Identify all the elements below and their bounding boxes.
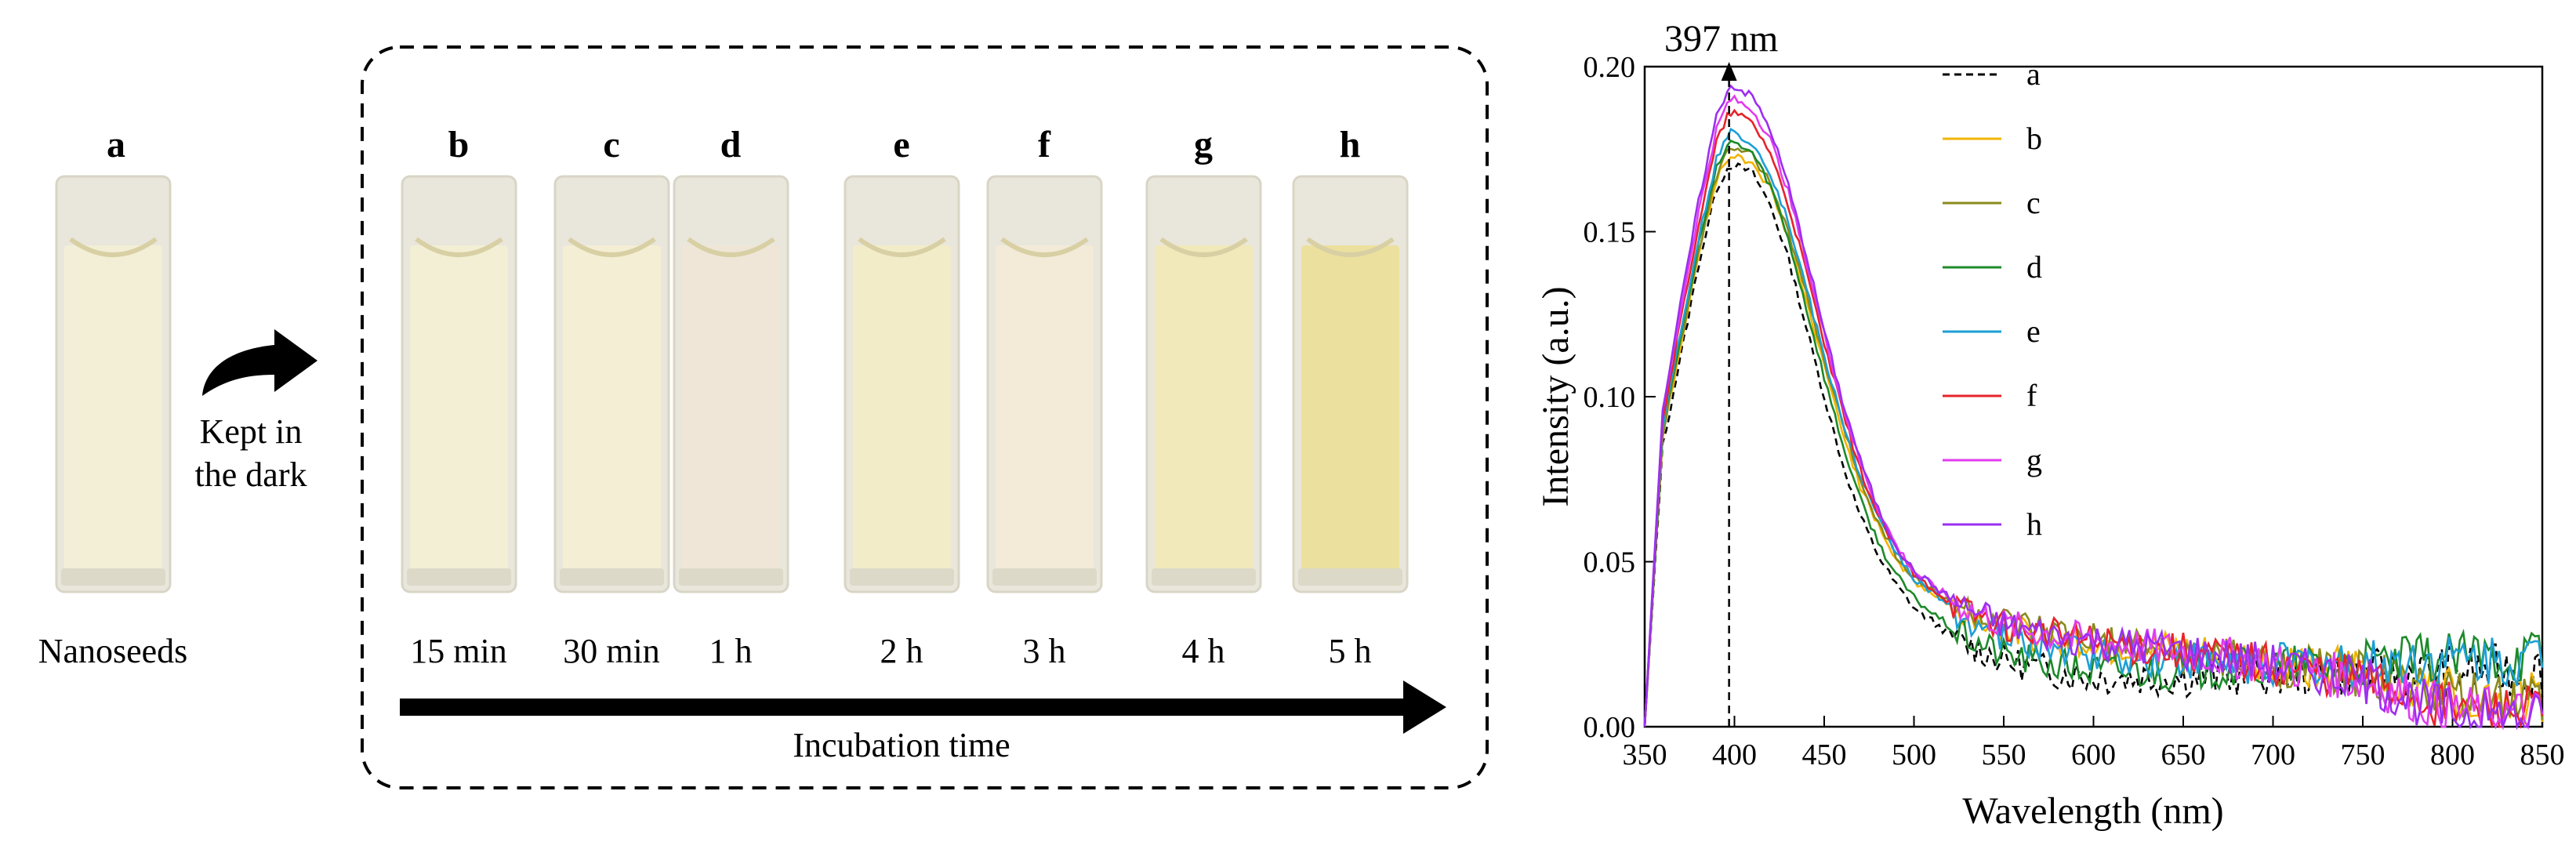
incubation-frame [361, 45, 1489, 789]
series-line-f [1643, 108, 2544, 730]
sample-time: 2 h [880, 632, 923, 670]
x-tick-label: 550 [1982, 738, 2026, 771]
peak-label: 397 nm [1664, 18, 1778, 60]
cuvette [553, 175, 670, 593]
sample-time: 5 h [1329, 632, 1372, 670]
y-tick-label: 0.20 [1584, 51, 1636, 84]
x-tick-label: 350 [1623, 738, 1667, 771]
kept-in-dark-arrow: Kept in the dark [195, 329, 317, 494]
y-axis-label: Intensity (a.u.) [1535, 286, 1576, 506]
legend-label: b [2026, 121, 2042, 156]
legend-label: g [2026, 442, 2042, 477]
sample-f: f 3 h [986, 124, 1103, 670]
sample-letter: c [603, 124, 619, 165]
cuvette [1145, 175, 1262, 593]
sample-g: g 4 h [1145, 124, 1262, 670]
sample-time: 15 min [410, 632, 506, 670]
legend-label: d [2026, 249, 2042, 285]
peak-arrow-icon [1721, 62, 1737, 81]
incubation-label: Incubation time [793, 726, 1010, 764]
sample-c: c 30 min [553, 124, 670, 670]
x-tick-label: 800 [2430, 738, 2475, 771]
legend-label: c [2026, 185, 2041, 220]
legend-label: f [2026, 378, 2037, 413]
seed-group: a Nanoseeds [38, 124, 188, 670]
seed-letter: a [107, 124, 125, 165]
cuvette [401, 175, 517, 593]
x-tick-label: 750 [2341, 738, 2386, 771]
sample-time: 30 min [563, 632, 659, 670]
seed-cuvette [55, 175, 172, 593]
sample-letter: d [720, 124, 742, 165]
sample-letter: e [893, 124, 909, 165]
incubation-arrow-head [1403, 680, 1446, 734]
sample-b: b 15 min [401, 124, 517, 670]
arrow-label-line1: Kept in [200, 412, 303, 451]
y-tick-label: 0.10 [1584, 381, 1636, 414]
sample-letter: f [1038, 124, 1051, 165]
seed-label: Nanoseeds [38, 632, 188, 670]
legend-label: a [2026, 56, 2041, 92]
series-line-g [1643, 94, 2544, 731]
x-tick-label: 400 [1712, 738, 1757, 771]
series-line-h [1643, 84, 2544, 731]
series-lines [1643, 84, 2544, 731]
curved-arrow-icon [202, 329, 317, 396]
x-tick-label: 700 [2251, 738, 2295, 771]
arrow-label-line2: the dark [195, 455, 307, 494]
sample-letter: g [1194, 124, 1213, 165]
sample-time: 3 h [1023, 632, 1066, 670]
series-line-d [1643, 139, 2544, 728]
y-tick-label: 0.15 [1584, 216, 1636, 249]
cuvette [1292, 175, 1409, 593]
x-tick-label: 850 [2520, 738, 2565, 771]
cuvette-liquid [1155, 245, 1253, 575]
sample-time: 1 h [709, 632, 753, 670]
x-tick-label: 450 [1802, 738, 1847, 771]
x-tick-label: 500 [1892, 738, 1936, 771]
sample-time: 4 h [1182, 632, 1225, 670]
cuvette [673, 175, 789, 593]
sample-letter: b [448, 124, 470, 165]
cuvette-liquid [996, 245, 1094, 575]
peak-annotation: 397 nm [1664, 18, 1778, 727]
spectrum-chart: 350 400 450 500 550 600 650 700 750 800 850 0.000.… [1535, 18, 2565, 832]
cuvette-liquid [563, 245, 661, 575]
sample-e: e 2 h [844, 124, 960, 670]
cuvette-liquid [410, 245, 508, 575]
cuvette [986, 175, 1103, 593]
legend-label: e [2026, 314, 2041, 349]
x-axis-label: Wavelength (nm) [1962, 790, 2223, 832]
cuvette-liquid [853, 245, 951, 575]
y-tick-label: 0.00 [1584, 711, 1636, 744]
sample-d: d 1 h [673, 124, 789, 670]
seed-cuvette-liquid [64, 245, 162, 575]
legend-label: h [2026, 506, 2042, 542]
x-axis: 350 400 450 500 550 600 650 700 750 800 850 [1623, 716, 2565, 771]
sample-letter: h [1340, 124, 1361, 165]
x-tick-label: 600 [2071, 738, 2116, 771]
y-tick-label: 0.05 [1584, 546, 1636, 579]
y-axis: 0.00 0.05 0.10 0.15 0.20 [1584, 51, 1656, 744]
cuvette-liquid [682, 245, 780, 575]
series-line-a [1643, 162, 2544, 728]
series-line-e [1643, 127, 2544, 728]
x-tick-label: 650 [2161, 738, 2206, 771]
cuvette-liquid [1301, 245, 1399, 575]
sample-series: b 15 min c 30 min d 1 h e 2 h f 3 h g 4 h h 5 h [401, 124, 1409, 670]
sample-h: h 5 h [1292, 124, 1409, 670]
cuvette [844, 175, 960, 593]
